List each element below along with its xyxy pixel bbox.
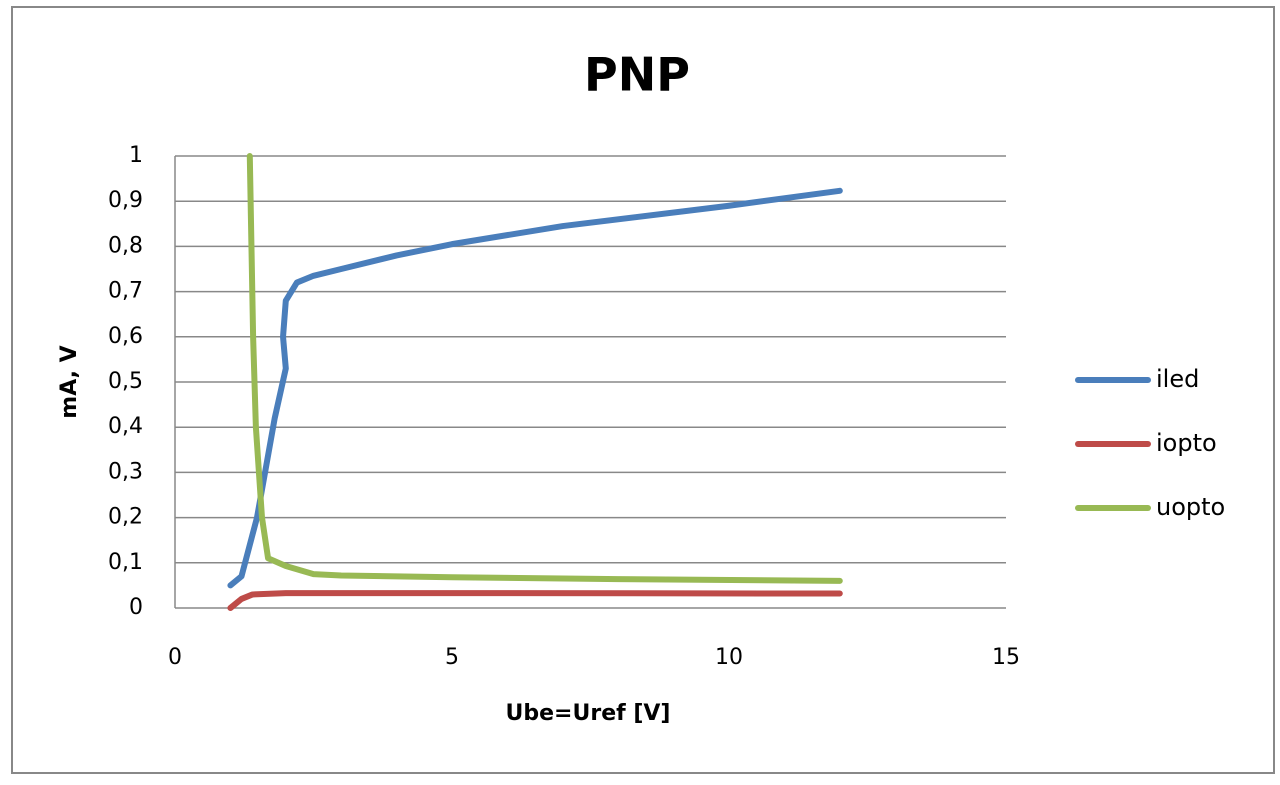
- x-axis-label: Ube=Uref [V]: [506, 701, 671, 726]
- y-tick-label: 0,8: [108, 233, 143, 258]
- y-tick-label: 0,7: [108, 279, 143, 304]
- x-tick-label: 15: [992, 645, 1020, 670]
- chart-title: PNP: [584, 48, 690, 102]
- legend-label: iopto: [1156, 429, 1217, 457]
- y-tick-label: 0,5: [108, 369, 143, 394]
- y-tick-label: 0,2: [108, 505, 143, 530]
- y-tick-label: 0,1: [108, 550, 143, 575]
- y-tick-label: 0: [129, 595, 143, 620]
- y-tick-label: 0,3: [108, 459, 143, 484]
- chart-border: [11, 6, 1275, 774]
- x-tick-label: 0: [168, 645, 182, 670]
- y-tick-label: 0,4: [108, 414, 143, 439]
- legend-label: uopto: [1156, 493, 1225, 521]
- x-tick-label: 5: [445, 645, 459, 670]
- y-axis-label: mA, V: [57, 345, 82, 418]
- series-line: [246, 153, 843, 584]
- legend-label: iled: [1156, 365, 1199, 393]
- series-line: [227, 590, 843, 611]
- y-tick-label: 0,9: [108, 188, 143, 213]
- y-tick-label: 0,6: [108, 324, 143, 349]
- x-tick-label: 10: [715, 645, 743, 670]
- series-line: [227, 187, 843, 589]
- y-tick-label: 1: [129, 143, 143, 168]
